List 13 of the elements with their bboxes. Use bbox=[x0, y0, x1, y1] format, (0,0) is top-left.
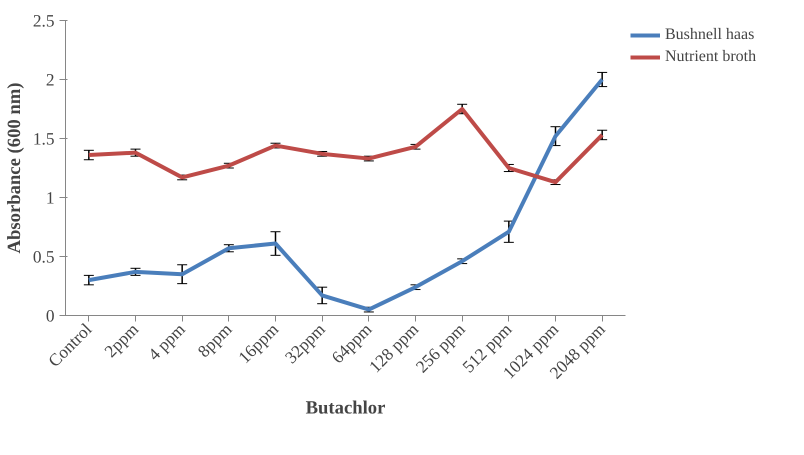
x-axis-title: Butachlor bbox=[306, 397, 386, 418]
line-series bbox=[86, 78, 604, 312]
y-tick-label: 0.5 bbox=[32, 248, 55, 266]
y-tick-label: 2.5 bbox=[32, 12, 55, 30]
y-axis-title: Absorbance (600 nm) bbox=[4, 82, 25, 254]
line-series bbox=[86, 107, 604, 184]
legend-label: Nutrient broth bbox=[665, 48, 756, 66]
y-tick-label: 2 bbox=[46, 70, 55, 90]
y-tick-label: 1.5 bbox=[32, 130, 55, 148]
legend-label: Bushnell haas bbox=[665, 26, 754, 44]
y-tick-label: 1 bbox=[46, 188, 55, 208]
x-tick-label: 4 ppm bbox=[144, 319, 190, 364]
y-tick-label: 0 bbox=[46, 306, 55, 326]
